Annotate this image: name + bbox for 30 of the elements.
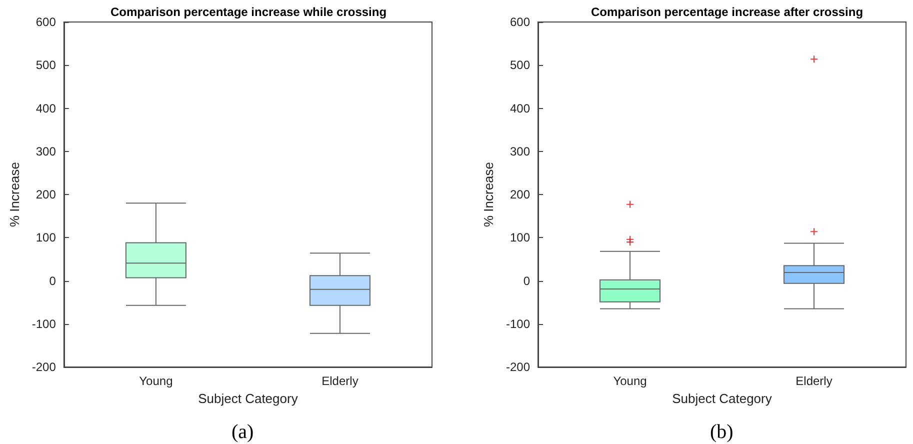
x-tick-label: Young xyxy=(613,374,647,388)
chart-title: Comparison percentage increase while crossing xyxy=(110,5,387,19)
y-tick-label: -100 xyxy=(506,316,530,331)
text: (a) xyxy=(232,421,254,443)
y-tick-label: 600 xyxy=(36,15,56,29)
y-tick-label: 300 xyxy=(510,144,530,158)
y-tick-label: 600 xyxy=(510,15,530,29)
y-tick-label: -200 xyxy=(32,360,56,374)
x-axis-title: Subject Category xyxy=(198,390,298,406)
y-tick-label: 400 xyxy=(510,101,530,116)
y-tick-label: 500 xyxy=(510,58,530,72)
y-axis-title: % Increase xyxy=(481,162,496,228)
y-tick-label: -100 xyxy=(32,316,56,331)
y-tick-label: 500 xyxy=(36,58,56,72)
text: (b) xyxy=(710,421,734,443)
y-tick-label: 100 xyxy=(36,230,56,245)
x-tick-label: Elderly xyxy=(322,374,358,388)
y-tick-label: 200 xyxy=(510,188,530,202)
y-tick-label: 0 xyxy=(523,274,530,288)
x-tick-label: Young xyxy=(139,374,173,388)
y-tick-label: 300 xyxy=(36,144,56,158)
chart-title: Comparison percentage increase after crossing xyxy=(590,5,864,19)
x-axis-title: Subject Category xyxy=(672,390,772,406)
y-tick-label: 100 xyxy=(510,230,530,245)
y-tick-label: -200 xyxy=(506,360,530,374)
y-tick-label: 400 xyxy=(36,101,56,116)
y-tick-label: 200 xyxy=(36,188,56,202)
y-axis-title: % Increase xyxy=(7,162,22,228)
x-tick-label: Elderly xyxy=(796,374,832,388)
y-tick-label: 0 xyxy=(49,274,56,288)
